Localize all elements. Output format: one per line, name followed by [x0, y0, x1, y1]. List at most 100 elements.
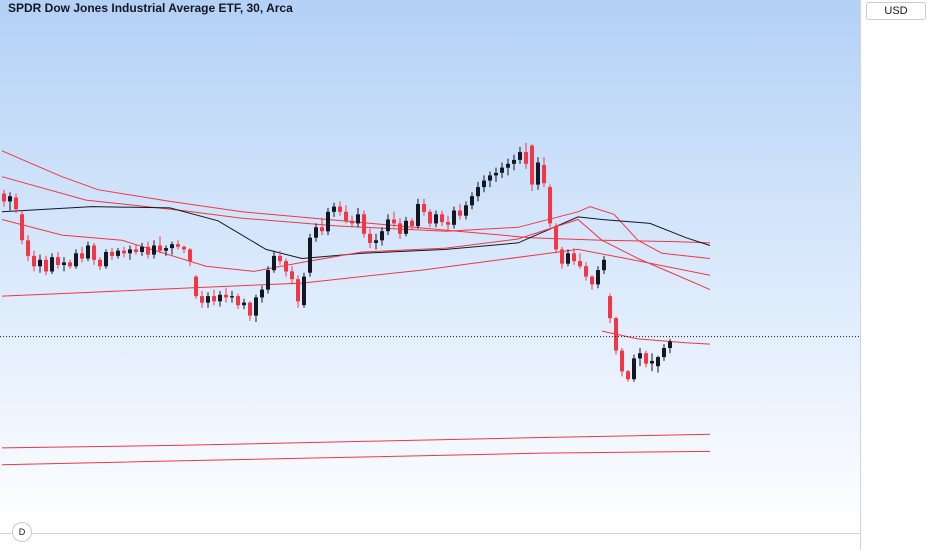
candle-body-104 — [626, 371, 630, 380]
candle-body-29 — [176, 244, 180, 247]
candle-body-14 — [86, 245, 90, 259]
candle-body-6 — [38, 259, 42, 267]
candle-body-84 — [506, 163, 510, 168]
candle-body-5 — [32, 255, 36, 267]
candle-body-33 — [200, 296, 204, 303]
candle-body-100 — [602, 259, 606, 271]
currency-button[interactable]: USD — [866, 2, 926, 20]
candle-body-61 — [368, 233, 372, 243]
candle-body-74 — [446, 222, 450, 225]
candle-body-12 — [74, 253, 78, 267]
candle-body-45 — [272, 255, 276, 271]
candle-body-31 — [188, 249, 192, 262]
overlay-line-0 — [1, 150, 711, 244]
candle-body-60 — [362, 214, 366, 234]
candle-body-40 — [242, 302, 246, 306]
candle-body-76 — [458, 210, 462, 216]
candle-body-28 — [170, 244, 174, 249]
candle-body-77 — [464, 205, 468, 216]
candle-body-35 — [212, 296, 216, 302]
candle-body-0 — [2, 193, 6, 202]
candle-body-72 — [434, 214, 438, 224]
candle-body-43 — [260, 289, 264, 298]
overlay-line-5 — [601, 330, 711, 345]
candle-body-11 — [68, 262, 72, 267]
candle-body-107 — [644, 353, 648, 364]
candle-body-16 — [98, 259, 102, 267]
chart-title: SPDR Dow Jones Industrial Average ETF, 3… — [8, 1, 293, 15]
candle-body-103 — [620, 350, 624, 372]
candle-body-49 — [296, 279, 300, 302]
candle-body-34 — [206, 296, 210, 303]
candle-body-106 — [638, 353, 642, 359]
candle-body-23 — [140, 246, 144, 252]
candle-body-24 — [146, 246, 150, 255]
candle-body-65 — [392, 219, 396, 224]
candle-body-22 — [134, 249, 138, 252]
candle-body-54 — [326, 211, 330, 232]
candle-body-26 — [158, 245, 162, 251]
candle-body-41 — [248, 302, 252, 316]
candle-body-9 — [56, 257, 60, 265]
candle-body-92 — [554, 226, 558, 250]
candle-body-21 — [128, 249, 132, 254]
candle-body-93 — [560, 249, 564, 264]
overlay-line-1 — [1, 176, 711, 259]
candle-body-68 — [410, 220, 414, 226]
candle-body-47 — [284, 261, 288, 272]
time-axis[interactable] — [0, 533, 860, 550]
chart-plot-area[interactable] — [0, 0, 860, 533]
candle-body-82 — [494, 172, 498, 176]
candle-body-91 — [548, 187, 552, 224]
candle-body-96 — [578, 261, 582, 267]
candle-body-51 — [308, 237, 312, 273]
candle-body-97 — [584, 266, 588, 277]
candle-body-39 — [236, 296, 240, 306]
candle-body-10 — [62, 262, 66, 265]
candle-body-75 — [452, 210, 456, 225]
candle-body-63 — [380, 231, 384, 241]
candle-body-95 — [572, 253, 576, 262]
candle-body-89 — [536, 162, 540, 185]
candle-body-102 — [614, 318, 618, 351]
candle-body-111 — [668, 341, 672, 348]
candle-body-105 — [632, 358, 636, 380]
candle-body-90 — [542, 165, 546, 184]
candle-body-98 — [590, 276, 594, 285]
logo-icon[interactable]: D — [12, 522, 32, 542]
candle-body-50 — [302, 276, 306, 306]
candle-body-8 — [50, 257, 54, 272]
candle-body-53 — [320, 227, 324, 232]
candle-body-4 — [26, 240, 30, 256]
candle-body-88 — [530, 145, 534, 185]
candle-body-57 — [344, 211, 348, 221]
candle-body-109 — [656, 357, 660, 367]
candle-body-15 — [92, 245, 96, 260]
candle-body-2 — [14, 197, 18, 210]
candle-body-25 — [152, 245, 156, 255]
candle-body-1 — [8, 196, 12, 202]
candle-body-71 — [428, 211, 432, 224]
candle-body-46 — [278, 255, 282, 262]
candle-body-108 — [650, 360, 654, 364]
candle-body-56 — [338, 206, 342, 212]
candle-body-44 — [266, 270, 270, 290]
candle-body-79 — [476, 187, 480, 197]
price-axis[interactable] — [860, 0, 932, 550]
candle-body-37 — [224, 294, 228, 298]
candle-body-18 — [110, 252, 114, 256]
candle-body-3 — [20, 214, 24, 241]
overlay-line-2 — [1, 248, 711, 297]
candle-body-20 — [122, 250, 126, 254]
candle-body-27 — [164, 248, 168, 251]
candle-body-69 — [416, 204, 420, 227]
candle-body-59 — [356, 214, 360, 224]
candle-body-87 — [524, 152, 528, 164]
overlay-line-6 — [1, 433, 711, 449]
overlay-line-7 — [1, 450, 711, 466]
candle-body-38 — [230, 296, 234, 298]
candle-body-64 — [386, 219, 390, 232]
candle-body-7 — [44, 259, 48, 272]
candle-body-52 — [314, 227, 318, 238]
